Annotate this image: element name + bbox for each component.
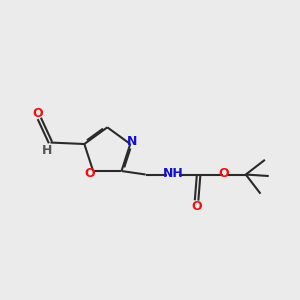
Text: O: O <box>32 106 43 120</box>
Text: O: O <box>191 200 202 213</box>
Text: N: N <box>127 135 137 148</box>
Text: H: H <box>42 144 53 157</box>
Text: O: O <box>84 167 95 180</box>
Text: NH: NH <box>163 167 183 180</box>
Text: O: O <box>218 167 229 180</box>
